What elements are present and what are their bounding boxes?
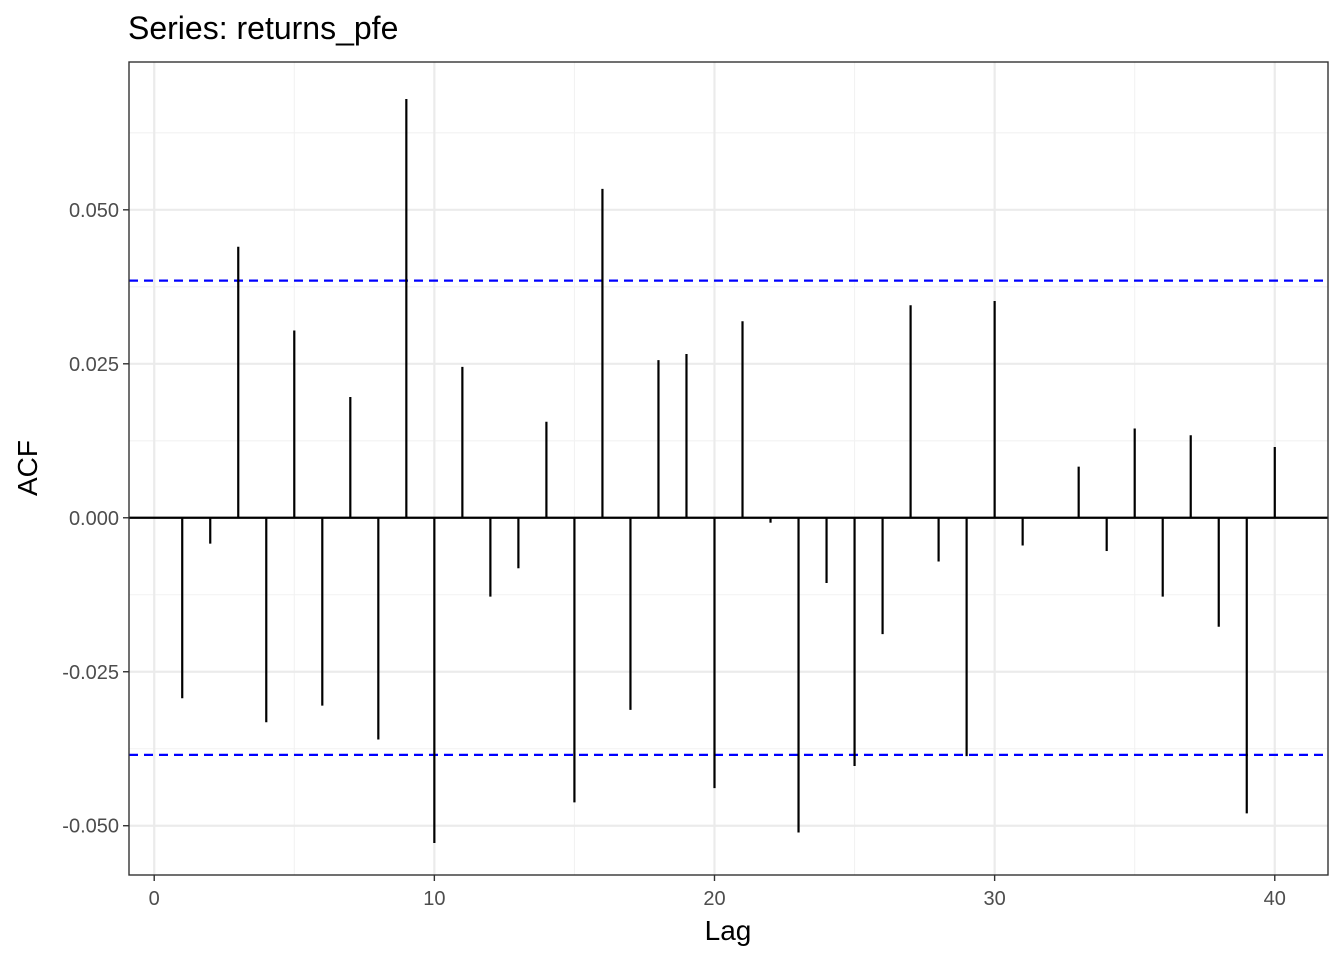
x-tick-label: 40: [1264, 888, 1286, 910]
y-axis-ticks: -0.050 -0.025 0.000 0.025 0.050: [62, 200, 129, 838]
x-axis-ticks: 0 10 20 30 40: [149, 875, 1286, 910]
confidence-bounds: [129, 279, 1328, 756]
grid-lines: [129, 62, 1328, 875]
chart-title: Series: returns_pfe: [128, 10, 398, 46]
y-axis-title: ACF: [12, 440, 43, 496]
y-tick-label: -0.050: [62, 816, 119, 838]
y-tick-label: 0.025: [69, 354, 119, 376]
x-tick-label: 10: [423, 888, 445, 910]
x-tick-label: 20: [703, 888, 725, 910]
panel-border: [128, 61, 1329, 876]
y-tick-label: 0.000: [69, 508, 119, 530]
acf-stems: [181, 98, 1276, 843]
y-tick-label: 0.050: [69, 200, 119, 222]
x-tick-label: 0: [149, 888, 160, 910]
x-tick-label: 30: [984, 888, 1006, 910]
x-axis-title: Lag: [705, 915, 752, 946]
y-tick-label: -0.025: [62, 662, 119, 684]
